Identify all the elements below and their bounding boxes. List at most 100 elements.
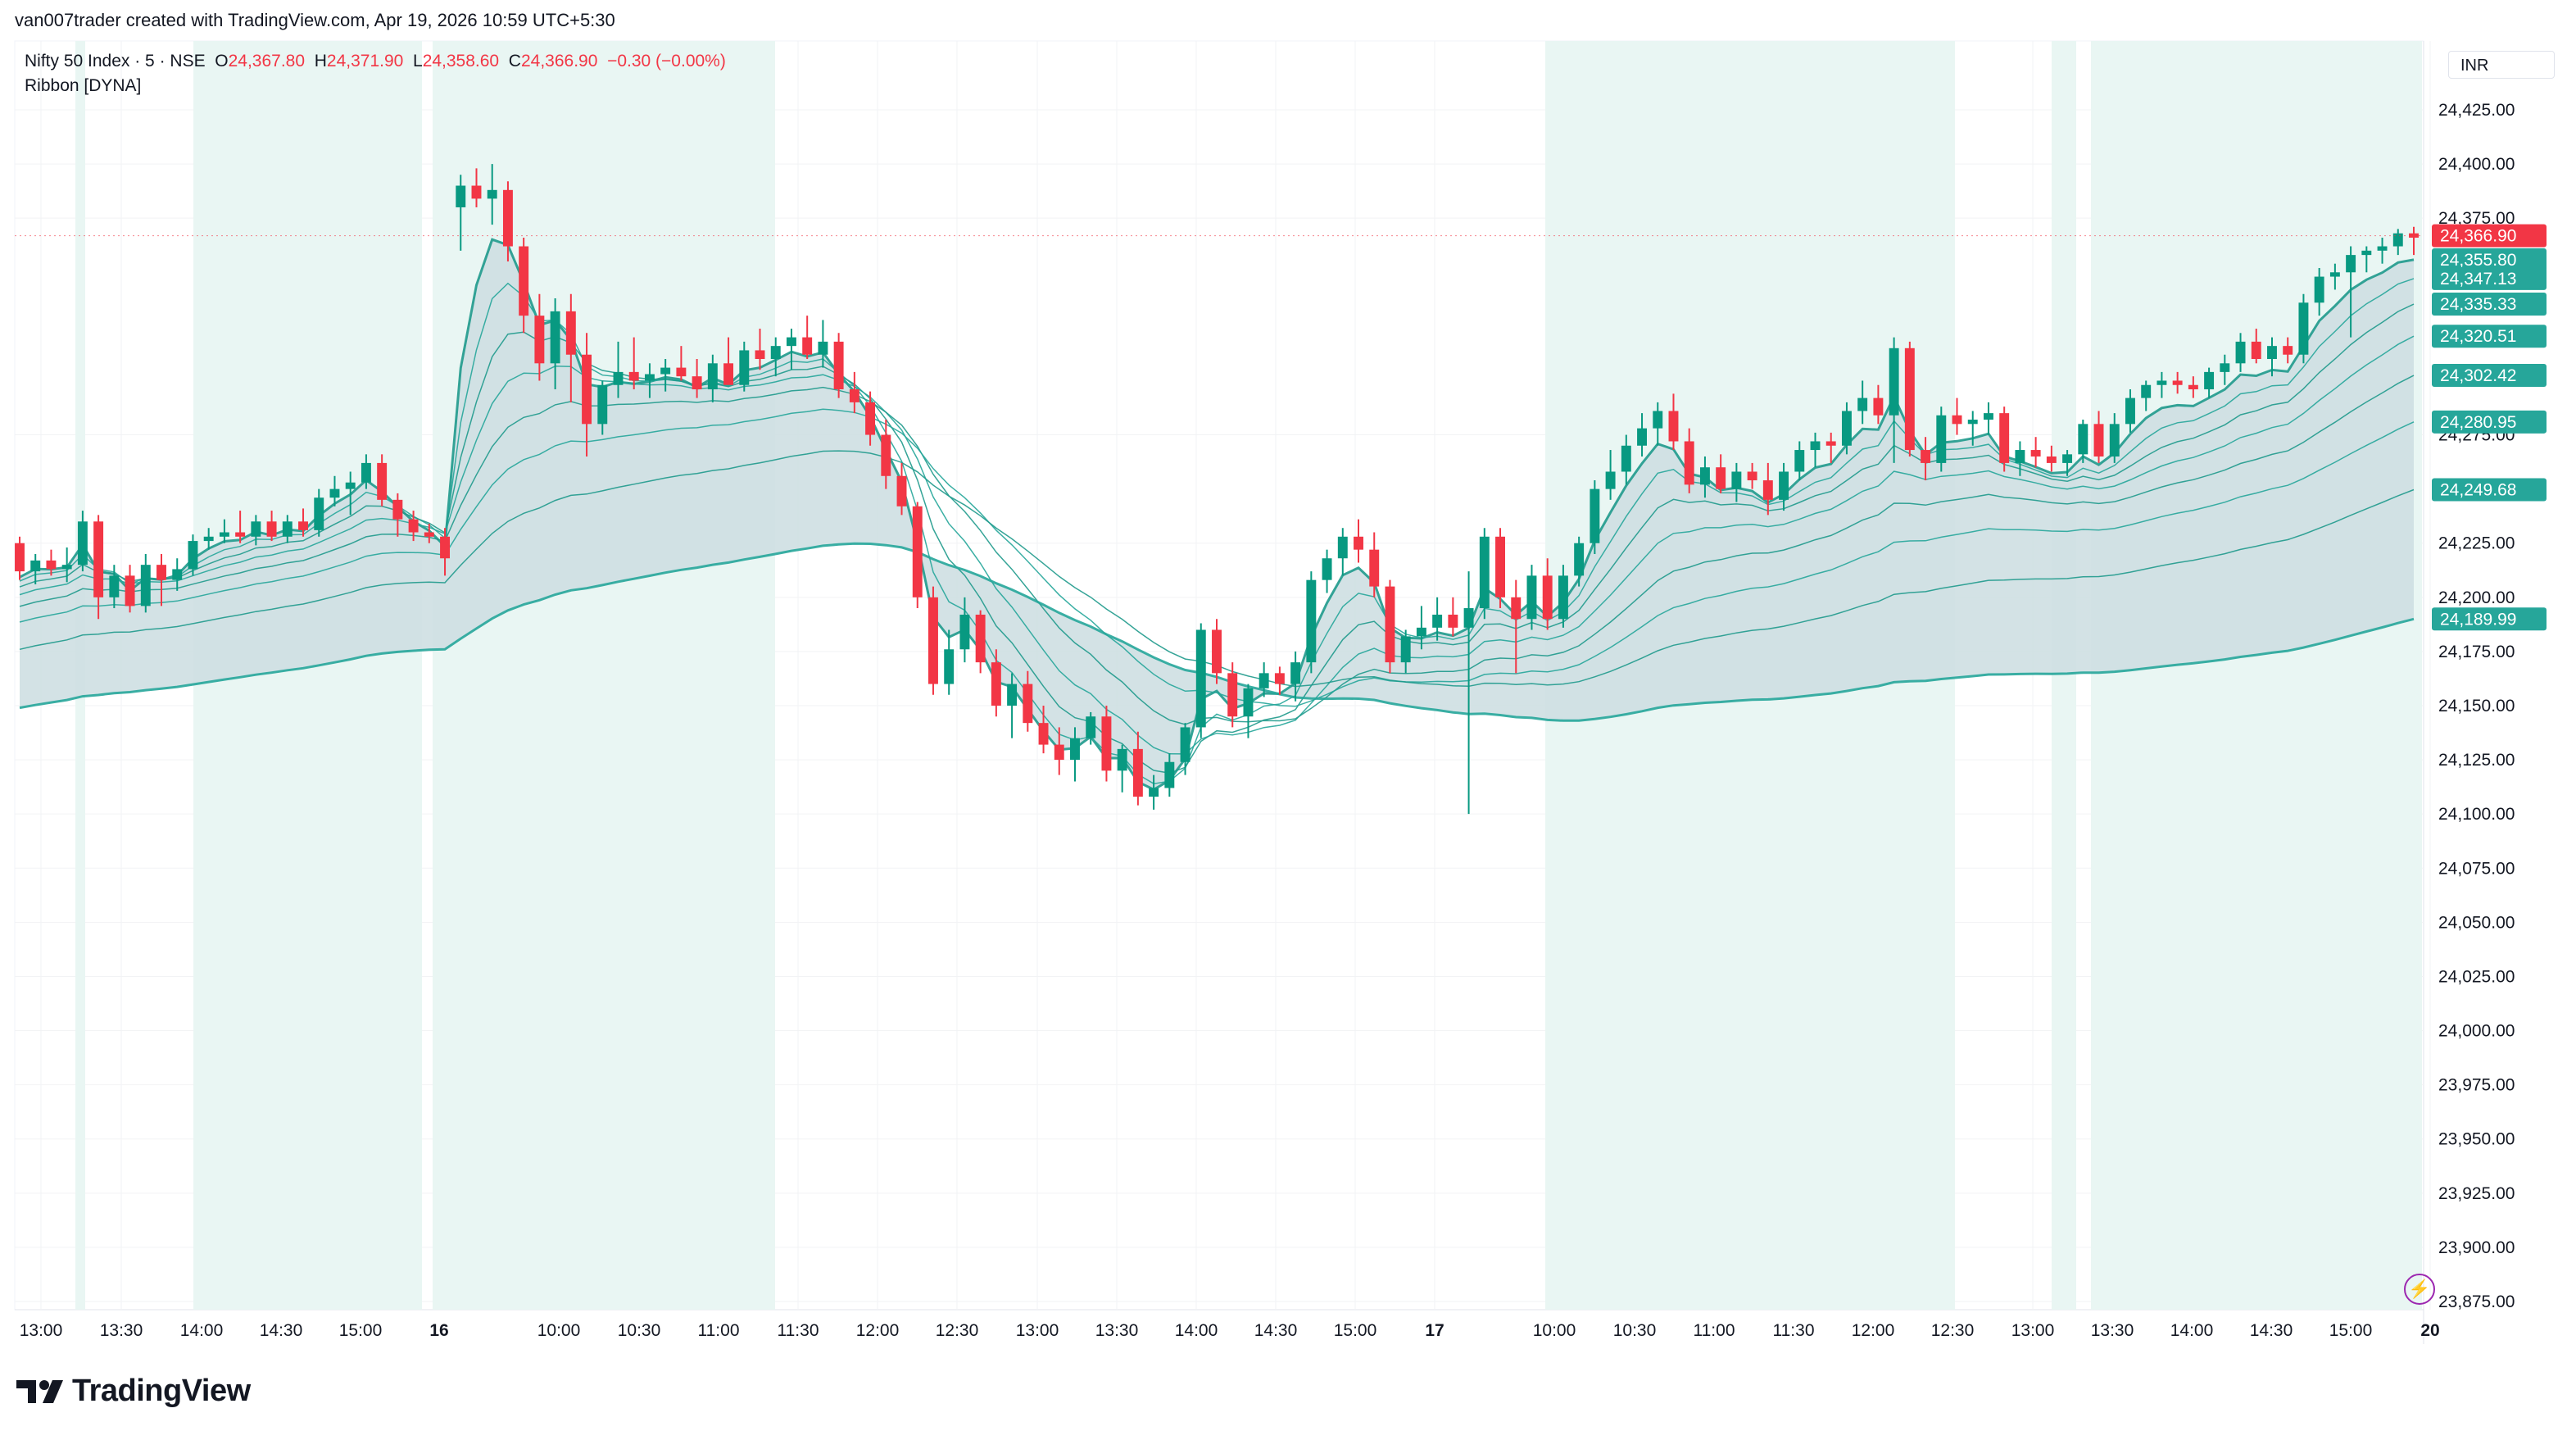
ribbon-value-label-bg [2432,248,2547,271]
candle-body [2141,384,2152,398]
candle-body [1212,629,1222,674]
time-tick: 10:00 [1533,1321,1576,1340]
candle-body [1873,397,1884,416]
ribbon-value-label-bg [2432,607,2547,631]
ribbon-line [19,303,2415,774]
ribbon-line [19,408,2415,707]
price-tick: 24,425.00 [2438,101,2515,120]
candle-body [1369,549,1380,587]
candle-body [1936,415,1947,463]
candle-body [1542,575,1553,620]
time-tick: 14:30 [1254,1321,1298,1340]
price-tick: 24,050.00 [2438,913,2515,932]
candle-body [408,519,419,533]
candle-body [644,374,655,381]
trend-band [433,41,775,1310]
candle-body [2030,450,2041,457]
candle-body [1699,467,1710,485]
candle-body [2314,276,2324,303]
candle-body [2062,454,2073,463]
candle-body [1952,415,1962,425]
candle-body [1495,536,1505,597]
candle-body [1825,441,1836,446]
candle-body [329,488,340,498]
candle-body [1259,673,1269,688]
candle-body [1779,471,1789,500]
candle-body [1164,761,1175,788]
candle-body [818,341,828,355]
candle-body [440,536,450,559]
candle-body [93,521,104,597]
symbol-label[interactable]: Nifty 50 Index · 5 · NSE [25,52,206,70]
lightning-icon[interactable]: ⚡ [2404,1274,2435,1305]
price-tick: 24,400.00 [2438,155,2515,174]
candle-body [896,475,907,506]
candle-body [1070,738,1080,761]
candle-body [2392,233,2403,247]
candle-body [2346,255,2356,273]
ribbon-value-label-bg [2432,325,2547,348]
time-tick: 11:00 [1694,1321,1735,1340]
candle-body [1857,397,1868,411]
candle-body [1132,748,1143,797]
candle-body [1526,575,1537,620]
trend-background-bands [75,41,2422,1310]
candle-body [1400,636,1411,663]
candle-body [1243,688,1254,717]
chart-attribution: van007trader created with TradingView.co… [15,10,615,30]
candle-body [109,575,120,597]
time-tick: 13:30 [2091,1321,2134,1340]
candle-body [1511,597,1522,620]
time-tick: 12:30 [936,1321,979,1340]
candle-body [1653,411,1663,429]
price-tick: 23,975.00 [2438,1076,2515,1095]
candle-body [2235,341,2246,364]
time-tick: 20 [2420,1321,2439,1340]
ribbon-value-label: 24,189.99 [2440,610,2516,629]
candle-body [928,597,938,684]
indicator-label[interactable]: Ribbon [DYNA] [25,76,142,95]
candle-body [2125,397,2135,425]
candle-body [1007,684,1018,706]
candle-body [1322,558,1332,580]
time-tick: 10:30 [1613,1321,1657,1340]
candle-body [456,185,466,207]
candle-body [613,371,624,385]
candle-body [1306,579,1317,663]
ribbon-value-label-bg [2432,293,2547,316]
candle-body [188,541,198,570]
candle-body [833,341,844,390]
candle-body [597,384,608,425]
time-tick: 12:00 [856,1321,900,1340]
price-tick: 24,075.00 [2438,859,2515,878]
candle-body [1432,614,1443,628]
candle-body [2172,380,2183,385]
candle-body [739,350,750,385]
ribbon-value-label: 24,335.33 [2440,295,2516,314]
price-tick: 24,225.00 [2438,534,2515,553]
candlestick-series [15,164,2419,815]
candle-body [1117,748,1127,771]
candle-body [235,532,246,537]
candle-body [1054,744,1064,761]
candle-body [1921,450,1931,463]
candle-body [1731,471,1742,489]
ribbon-value-label: 24,347.13 [2440,270,2516,288]
candle-body [2078,424,2088,455]
candle-body [2188,384,2198,390]
currency-label[interactable]: INR [2448,51,2555,79]
time-tick: 14:00 [2170,1321,2214,1340]
candle-body [660,367,671,375]
brand-name: TradingView [72,1374,251,1408]
candle-body [1605,471,1616,489]
ribbon-line [19,375,2415,725]
candle-body [266,521,277,537]
ribbon-value-label: 24,320.51 [2440,327,2516,346]
time-tick: 14:00 [1175,1321,1218,1340]
candle-body [676,367,687,377]
trend-band [2052,41,2076,1310]
candle-body [1448,614,1458,628]
candle-body [2015,450,2025,463]
time-tick: 15:00 [2329,1321,2373,1340]
